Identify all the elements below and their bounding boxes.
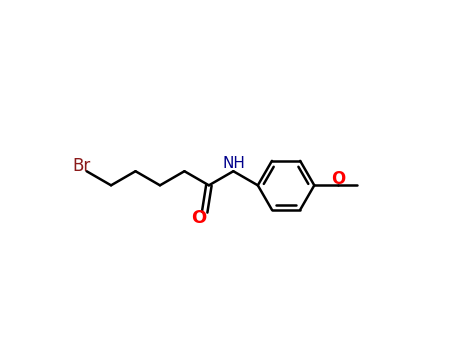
Text: O: O [191,209,206,228]
Text: NH: NH [222,156,246,171]
Text: Br: Br [72,157,91,175]
Text: O: O [331,170,345,188]
